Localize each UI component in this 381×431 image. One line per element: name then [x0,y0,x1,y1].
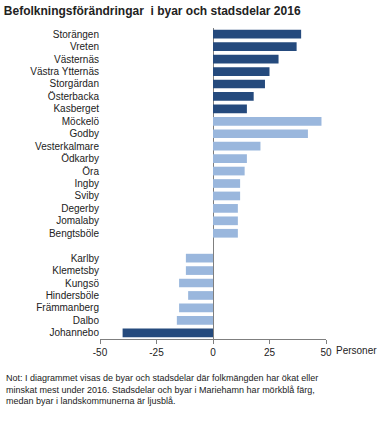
svg-text:Bengtsböle: Bengtsböle [49,228,99,239]
svg-text:Klemetsby: Klemetsby [52,265,99,276]
svg-text:-25: -25 [149,347,164,358]
svg-text:50: 50 [320,347,332,358]
svg-text:Kasberget: Kasberget [53,103,99,114]
svg-text:Kungsö: Kungsö [65,278,99,289]
svg-text:25: 25 [264,347,276,358]
svg-text:Ingby: Ingby [75,178,99,189]
svg-text:Hindersböle: Hindersböle [46,290,100,301]
svg-text:Storängen: Storängen [53,29,99,40]
svg-text:Vreten: Vreten [70,41,99,52]
svg-text:Storgärdan: Storgärdan [50,78,99,89]
svg-text:Möckelö: Möckelö [62,116,100,127]
svg-text:Vesterkalmare: Vesterkalmare [35,141,99,152]
svg-text:Främmanberg: Främmanberg [36,302,99,313]
svg-text:Österbacka: Österbacka [48,91,100,102]
svg-text:Johannebo: Johannebo [50,327,100,338]
svg-text:Degerby: Degerby [61,203,99,214]
svg-text:Befolkningsförändringar i bya: Befolkningsförändringar i byar och stads… [4,4,301,18]
svg-text:Godby: Godby [70,128,99,139]
svg-text:Dalbo: Dalbo [73,315,100,326]
svg-text:Not: I diagrammet visas de bya: Not: I diagrammet visas de byar och stad… [6,373,318,406]
svg-text:Jomalaby: Jomalaby [56,215,99,226]
svg-text:Personer: Personer [336,345,377,356]
svg-text:0: 0 [210,347,216,358]
svg-text:Sviby: Sviby [75,190,99,201]
svg-text:Ödkarby: Ödkarby [61,153,99,164]
svg-text:Västra Ytternäs: Västra Ytternäs [30,66,99,77]
svg-text:Västernäs: Västernäs [54,54,99,65]
svg-text:Karlby: Karlby [71,253,99,264]
svg-text:-50: -50 [93,347,108,358]
svg-text:Öra: Öra [82,166,99,177]
